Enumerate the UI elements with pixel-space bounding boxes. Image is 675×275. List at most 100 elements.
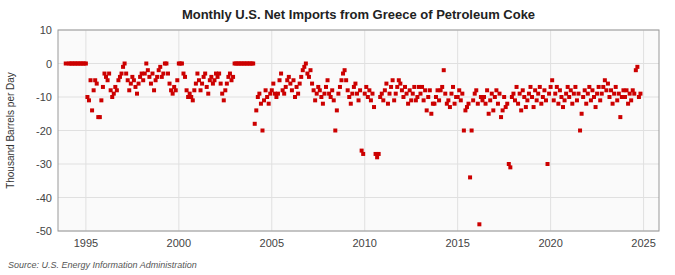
point (95, 82, 99, 86)
point (586, 92, 590, 96)
point (326, 78, 330, 82)
plot-background (58, 30, 659, 231)
point (149, 82, 153, 86)
point (471, 98, 475, 102)
point (440, 85, 444, 89)
point (141, 78, 145, 82)
point (525, 98, 529, 102)
point (195, 72, 199, 76)
point (632, 92, 636, 96)
point (106, 78, 110, 82)
point (343, 68, 347, 72)
point (389, 85, 393, 89)
point (515, 85, 519, 89)
point (547, 92, 551, 96)
point (87, 98, 91, 102)
y-grid-line (58, 164, 659, 165)
point (511, 92, 515, 96)
point (271, 82, 275, 86)
point (310, 82, 314, 86)
plot-frame (58, 30, 659, 231)
point (150, 72, 154, 76)
x-tick-label: 2025 (631, 237, 655, 249)
point (199, 88, 203, 92)
y-tick-label: -50 (36, 225, 52, 237)
point (577, 92, 581, 96)
point (581, 95, 585, 99)
point (403, 85, 407, 89)
y-tick-label: -40 (36, 192, 52, 204)
x-tick-label: 2000 (167, 237, 191, 249)
source-note: Source: U.S. Energy Information Administ… (8, 260, 197, 270)
point (336, 92, 340, 96)
point (307, 75, 311, 79)
point (146, 68, 150, 72)
point (361, 152, 365, 156)
x-tick-label: 1995 (74, 237, 98, 249)
point (615, 98, 619, 102)
point (158, 65, 162, 69)
point (532, 105, 536, 109)
point (251, 62, 255, 66)
point (535, 98, 539, 102)
point (488, 98, 492, 102)
point (299, 75, 303, 79)
point (449, 92, 453, 96)
point (101, 85, 105, 89)
point (528, 85, 532, 89)
point (132, 78, 136, 82)
point (448, 105, 452, 109)
point (135, 92, 139, 96)
point (542, 88, 546, 92)
point (391, 78, 395, 82)
point (98, 115, 102, 119)
point (200, 82, 204, 86)
point (428, 88, 432, 92)
point (370, 92, 374, 96)
point (572, 92, 576, 96)
point (544, 98, 548, 102)
point (304, 62, 308, 66)
point (333, 129, 337, 133)
point (552, 98, 556, 102)
point (284, 85, 288, 89)
point (536, 92, 540, 96)
point (287, 75, 291, 79)
point (257, 92, 261, 96)
point (357, 98, 361, 102)
point (468, 175, 472, 179)
point (594, 105, 598, 109)
point (570, 102, 574, 106)
point (335, 108, 339, 112)
point (384, 82, 388, 86)
point (484, 102, 488, 106)
point (332, 98, 336, 102)
point (377, 152, 381, 156)
point (369, 98, 373, 102)
point (296, 92, 300, 96)
point (453, 102, 457, 106)
grid (58, 30, 659, 231)
point (460, 92, 464, 96)
point (575, 98, 579, 102)
point (219, 82, 223, 86)
point (191, 98, 195, 102)
point (115, 88, 119, 92)
x-tick-label: 2005 (260, 237, 284, 249)
point (206, 92, 210, 96)
point (476, 102, 480, 106)
point (607, 95, 611, 99)
point (349, 102, 353, 106)
point (217, 72, 221, 76)
point (550, 78, 554, 82)
point (549, 85, 553, 89)
point (429, 112, 433, 116)
point (254, 108, 258, 112)
point (99, 98, 103, 102)
point (124, 72, 128, 76)
point (346, 88, 350, 92)
point (487, 112, 491, 116)
point (561, 105, 565, 109)
point (205, 85, 209, 89)
point (330, 88, 334, 92)
